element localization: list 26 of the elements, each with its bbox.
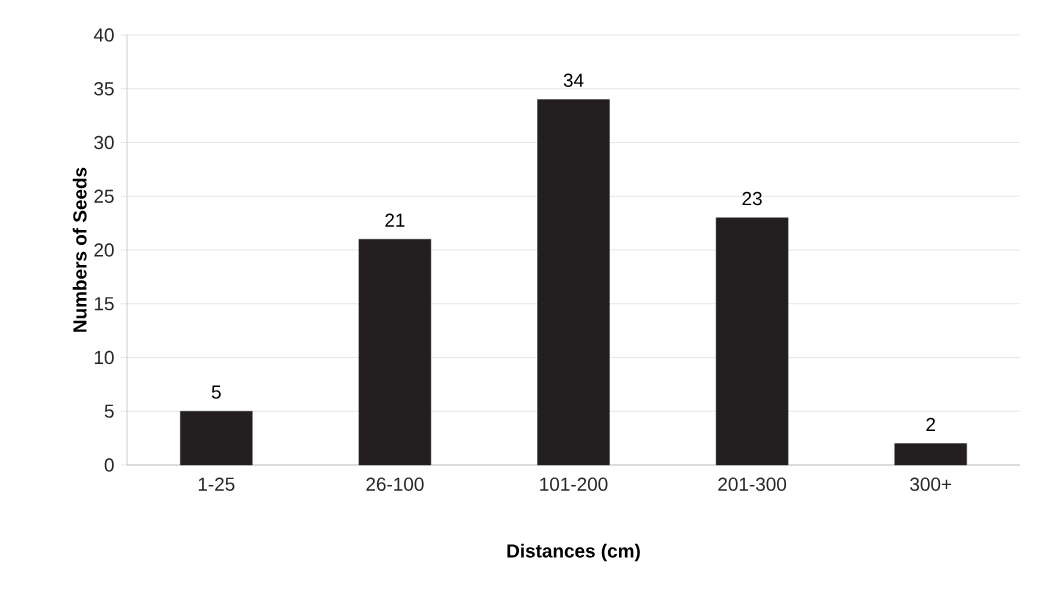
bar — [894, 443, 967, 466]
y-tick-label: 30 — [94, 135, 114, 150]
data-label: 5 — [211, 385, 221, 399]
y-tick-label: 5 — [104, 404, 114, 418]
y-tick-label: 15 — [94, 297, 114, 311]
bar — [537, 99, 610, 466]
x-tick-label: 26-100 — [366, 477, 424, 491]
y-tick-label: 10 — [94, 350, 114, 365]
y-axis-title: Numbers of Seeds — [72, 167, 87, 332]
data-label: 21 — [385, 213, 405, 227]
x-tick-label: 101-200 — [540, 477, 608, 491]
x-tick-label: 300+ — [910, 477, 952, 491]
y-tick-label: 25 — [94, 189, 114, 203]
y-tick-label: 40 — [93, 28, 114, 42]
data-label: 34 — [563, 73, 584, 87]
x-tick-label: 201-300 — [718, 477, 787, 491]
bar — [358, 239, 432, 466]
y-tick-label: 0 — [104, 458, 114, 472]
y-tick-label: 20 — [94, 243, 114, 257]
x-axis-title: Distances (cm) — [507, 543, 640, 562]
bar — [715, 217, 789, 466]
data-label: 23 — [742, 191, 762, 206]
data-label: 2 — [926, 417, 936, 431]
y-tick-label: 35 — [94, 82, 114, 96]
bar — [180, 411, 253, 466]
x-tick-label: 1-25 — [198, 477, 235, 491]
